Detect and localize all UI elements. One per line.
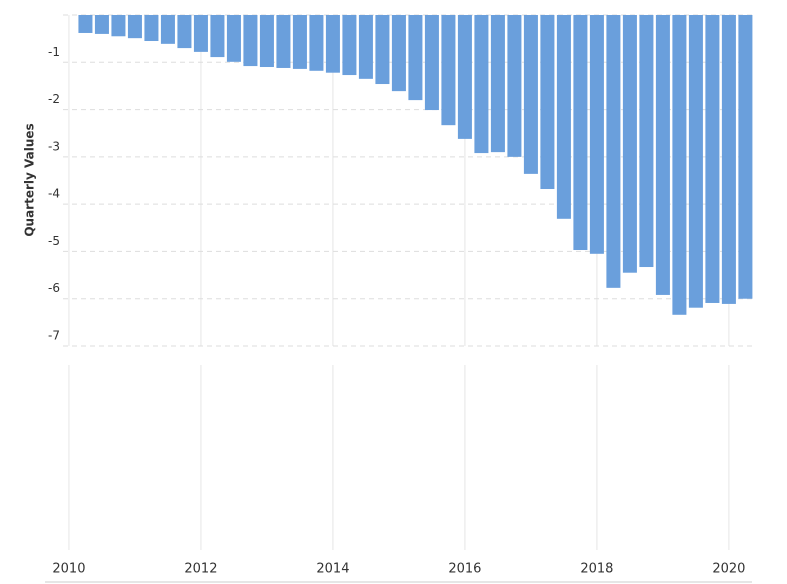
bar <box>127 15 142 39</box>
bar <box>226 15 241 62</box>
bar <box>457 15 472 139</box>
bar <box>375 15 390 85</box>
bar <box>688 15 703 308</box>
bar <box>606 15 621 288</box>
bar <box>589 15 604 254</box>
bar <box>622 15 637 273</box>
bar <box>177 15 192 49</box>
x-tick-label: 2010 <box>52 562 85 577</box>
bar <box>490 15 505 153</box>
bar <box>474 15 489 154</box>
bar <box>639 15 654 268</box>
bar <box>193 15 208 52</box>
bar <box>292 15 307 69</box>
bar <box>738 15 753 299</box>
bar <box>556 15 571 219</box>
bar <box>721 15 736 304</box>
bar <box>276 15 291 68</box>
y-tick-label: -4 <box>48 187 60 201</box>
bar <box>540 15 555 190</box>
bar <box>705 15 720 303</box>
bar <box>210 15 225 58</box>
x-tick-label: 2012 <box>184 562 217 577</box>
x-tick-label: 2014 <box>316 562 349 577</box>
x-tick-label: 2020 <box>712 562 745 577</box>
bar <box>309 15 324 71</box>
x-tick-label: 2018 <box>580 562 613 577</box>
bar <box>523 15 538 174</box>
y-axis-label: Quarterly Values <box>23 123 37 236</box>
bar <box>672 15 687 315</box>
y-tick-label: -5 <box>48 234 60 248</box>
bar <box>259 15 274 68</box>
bar <box>358 15 373 79</box>
bar <box>325 15 340 73</box>
bar <box>144 15 159 42</box>
bar <box>573 15 588 251</box>
bar <box>94 15 109 34</box>
y-tick-label: -7 <box>48 329 60 343</box>
x-tick-label: 2016 <box>448 562 481 577</box>
y-tick-label: -6 <box>48 281 60 295</box>
bar <box>78 15 93 33</box>
bar <box>507 15 522 157</box>
y-tick-label: -2 <box>48 92 60 106</box>
bar <box>160 15 175 44</box>
bar <box>441 15 456 126</box>
bar <box>391 15 406 92</box>
bar <box>111 15 126 37</box>
y-tick-label: -1 <box>48 45 60 59</box>
bar <box>408 15 423 101</box>
bar <box>424 15 439 111</box>
bar <box>243 15 258 67</box>
bar <box>655 15 670 295</box>
bar <box>342 15 357 76</box>
y-tick-label: -3 <box>48 139 60 153</box>
